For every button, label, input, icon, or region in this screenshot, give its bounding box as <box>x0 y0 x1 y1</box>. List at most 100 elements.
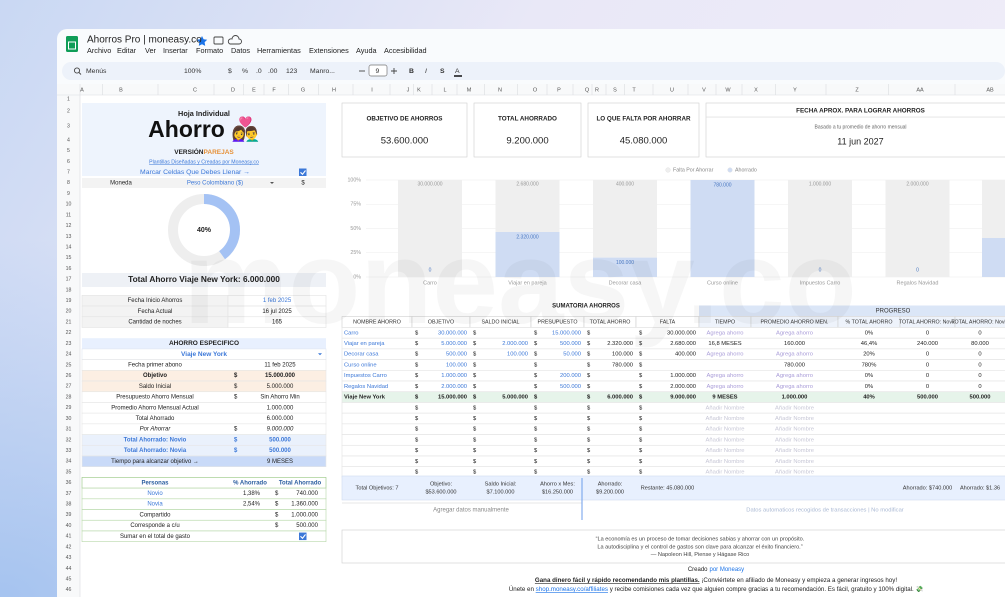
column-header: PROMEDIO AHORRO MEN. <box>761 319 829 325</box>
quote-line: “La economía es un proceso de tomar deci… <box>596 536 805 542</box>
toolbar-button[interactable]: Manro... <box>310 68 335 75</box>
goal-select[interactable]: Viaje New York <box>181 351 227 358</box>
card-note: Basado a tu promedio de ahorro mensual <box>814 124 906 130</box>
card-label: OBJETIVO DE AHORROS <box>366 116 442 123</box>
row-number: 38 <box>66 502 72 508</box>
join-line-part[interactable]: shop.moneasy.co/affiliates <box>536 586 608 593</box>
money-cell: 400.000 <box>675 352 696 358</box>
menu-item[interactable]: Herramientas <box>257 46 301 55</box>
progress-cell: Agrega ahorro <box>706 352 743 358</box>
cell-currency: $ <box>534 470 538 476</box>
bar-segment <box>495 180 560 232</box>
column-letter: AA <box>916 87 924 93</box>
toolbar-button[interactable]: S <box>440 68 445 75</box>
date-label: Fecha Inicio Ahorros <box>128 298 183 304</box>
checkbox[interactable] <box>299 168 307 177</box>
column-header-bar <box>57 84 1005 95</box>
y-tick-label: 50% <box>350 226 361 232</box>
dropdown-caret <box>318 353 322 356</box>
created-line-part[interactable]: por Moneasy <box>710 567 745 573</box>
column-header: PRESUPUESTO <box>538 319 578 325</box>
search-icon[interactable] <box>73 67 81 74</box>
cell-currency: $ <box>473 405 477 411</box>
sheets-icon-grid <box>68 41 76 50</box>
progress-cell: Añadir Nombre <box>775 416 814 422</box>
person-name: Novia <box>147 502 163 508</box>
spec-value: 11 feb 2025 <box>264 362 296 368</box>
row-number: 31 <box>66 427 72 433</box>
progress-cell: Añadir Nombre <box>706 437 745 443</box>
cloud-icon[interactable] <box>227 35 242 45</box>
menu-item[interactable]: Formato <box>196 46 223 55</box>
menu-item[interactable]: Archivo <box>87 46 111 55</box>
spec-value: 9.000.000 <box>267 427 294 433</box>
checkbox[interactable] <box>299 532 307 541</box>
promo-line-part: Gana dinero fácil y rápido recomendando … <box>535 577 700 584</box>
x-tick-label: Impuestos Carro <box>800 280 841 286</box>
star-icon[interactable] <box>196 36 208 46</box>
cell-currency: $ <box>534 352 538 358</box>
cell-currency: $ <box>639 352 643 358</box>
cut-off-bar-fill <box>982 238 1005 277</box>
toolbar-button[interactable]: I <box>425 68 427 75</box>
toolbar-button[interactable]: $ <box>228 68 232 75</box>
menu-item[interactable]: Editar <box>117 46 137 55</box>
toolbar-button[interactable]: A <box>455 68 460 75</box>
version: VERSIÓNPAREJAS <box>174 147 234 156</box>
people-row <box>81 519 327 532</box>
money-cell: 100.000 <box>507 352 528 358</box>
goal-name: Viaje New York <box>344 395 386 401</box>
row-number: 27 <box>66 384 72 390</box>
progress-cell: 0 <box>978 373 981 379</box>
menu-item[interactable]: Ver <box>145 46 157 55</box>
toolbar-button[interactable]: B <box>409 68 414 75</box>
menu-item[interactable]: Datos <box>231 46 250 55</box>
card-label: TOTAL AHORRADO <box>498 116 557 123</box>
y-tick-label: 75% <box>350 202 361 208</box>
row-number: 7 <box>67 170 70 176</box>
progress-cell: 500.000 <box>917 395 938 401</box>
total-cell: Ahorrado: <box>598 482 623 488</box>
toolbar-button[interactable]: 100% <box>184 68 201 75</box>
toolbar-button[interactable]: Menús <box>86 68 107 75</box>
toolbar-button[interactable]: .00 <box>268 68 278 75</box>
row-number: 28 <box>66 394 72 400</box>
legend-label: Falta Por Ahorrar <box>673 167 714 173</box>
credit-link[interactable]: Plantillas Diseñadas y Creadas por Monea… <box>149 159 259 165</box>
money-cell: 1.000.000 <box>670 373 696 379</box>
spec-label: Total Ahorrado: Novia <box>124 448 187 454</box>
menu-item[interactable]: Extensiones <box>309 46 349 55</box>
folder-icon[interactable] <box>213 36 224 45</box>
cell-currency: $ <box>534 330 538 336</box>
menu-item[interactable]: Ayuda <box>356 46 377 55</box>
column-header: TIEMPO <box>715 319 735 325</box>
menu-item[interactable]: Accesibilidad <box>384 46 427 55</box>
row-number: 32 <box>66 437 72 443</box>
menu-item[interactable]: Insertar <box>163 46 188 55</box>
progress-cell: 0 <box>926 352 929 358</box>
toolbar-button[interactable]: % <box>242 68 248 75</box>
toolbar-button[interactable]: 123 <box>286 68 298 75</box>
date-label: Fecha Actual <box>138 309 173 315</box>
total-row <box>82 273 326 287</box>
toolbar-button[interactable]: .0 <box>256 68 262 75</box>
toolbar-button[interactable]: 9 <box>376 68 380 75</box>
size-box[interactable] <box>368 64 388 77</box>
cell-currency: $ <box>639 437 643 443</box>
data-label: 0 <box>916 267 919 273</box>
spec-label: Objetivo <box>143 373 167 379</box>
size-plus[interactable] <box>391 68 397 74</box>
table-row <box>341 444 1005 457</box>
cell-currency: $ <box>473 384 477 390</box>
currency-dropdown[interactable]: Peso Colombiano ($) <box>187 181 243 187</box>
column-letter: R <box>595 87 599 93</box>
row-number: 17 <box>66 277 72 283</box>
cell-currency: $ <box>473 373 477 379</box>
row-number: 25 <box>66 362 72 368</box>
column-letter: AB <box>986 87 994 93</box>
people-row <box>81 509 327 521</box>
money-cell: 500.000 <box>560 341 581 347</box>
search-icon-handle <box>78 72 82 75</box>
column-header: NOMBRE AHORRO <box>353 319 401 325</box>
